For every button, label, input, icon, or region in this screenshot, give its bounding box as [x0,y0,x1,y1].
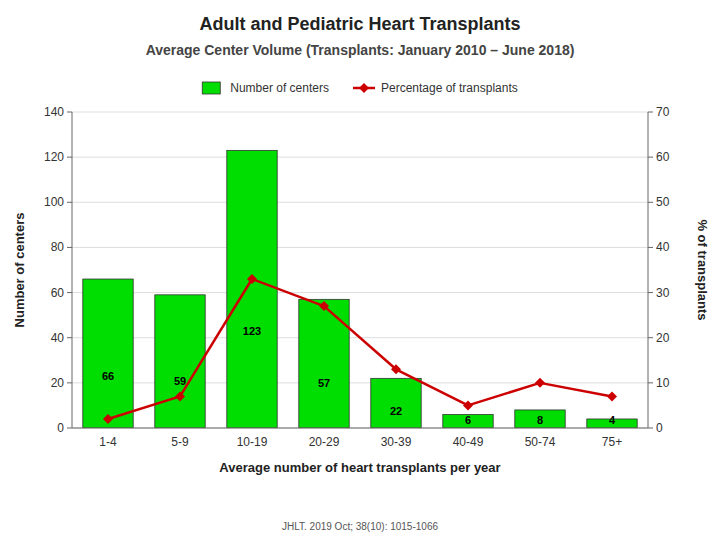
bar [515,410,565,428]
y2-tick [648,382,653,383]
y2-tick [648,202,653,203]
y-tick [67,157,72,158]
legend-item: Number of centers [202,81,329,95]
y-tick [67,337,72,338]
y2-tick-label: 70 [656,105,670,119]
marks [83,150,637,428]
y-axis [72,112,73,428]
marker [175,391,185,401]
y2-tick-label: 30 [656,286,670,300]
bar [299,299,349,428]
marker [319,301,329,311]
marker [607,391,617,401]
x-axis-label: Average number of heart transplants per … [219,460,500,475]
data-label: 4 [609,414,616,426]
y-tick [67,292,72,293]
y-tick [67,382,72,383]
y2-tick-label: 10 [656,376,670,390]
data-label: 123 [243,325,261,337]
grid-line [72,428,648,429]
subtitle: Average Center Volume (Transplants: Janu… [146,42,575,58]
grid-line [72,247,648,248]
grid-line [72,157,648,158]
grid-line [72,292,648,293]
y2-tick [648,428,653,429]
y2-tick-label: 40 [656,240,670,254]
y-tick [67,247,72,248]
x-tick-label: 30-39 [381,435,412,449]
y-tick-label: 80 [51,240,65,254]
data-label: 8 [537,414,543,426]
line [108,279,612,419]
y-tick-label: 20 [51,376,65,390]
marker [247,274,257,284]
bar [227,150,277,428]
data-label: 66 [102,370,114,382]
y2-axis [648,112,649,428]
data-label: 57 [318,377,330,389]
y2-tick [648,157,653,158]
y-tick-label: 100 [44,195,64,209]
y2-tick-label: 50 [656,195,670,209]
legend-label: Number of centers [230,81,329,95]
y-tick-label: 60 [51,286,65,300]
data-label: 6 [465,414,471,426]
data-label: 22 [390,405,402,417]
y2-tick [648,247,653,248]
y-tick-label: 140 [44,105,64,119]
y2-tick [648,292,653,293]
x-tick-label: 40-49 [453,435,484,449]
legend-swatch [202,82,220,94]
x-tick-label: 5-9 [171,435,189,449]
bar [371,378,421,428]
x-tick-label: 1-4 [99,435,117,449]
legend-marker [359,83,369,93]
marker [103,414,113,424]
x-axis [72,428,648,429]
title: Adult and Pediatric Heart Transplants [199,14,520,34]
y2-axis-label: % of transplants [695,219,710,320]
grid-line [72,112,648,113]
grid-line [72,202,648,203]
x-tick-label: 10-19 [237,435,268,449]
marker [535,378,545,388]
data-labels: 66 59 123 57 22 6 8 4 [102,325,616,426]
y2-tick-label: 0 [656,421,663,435]
y2-tick [648,112,653,113]
y-tick [67,428,72,429]
bar [155,295,205,428]
x-tick-label: 50-74 [525,435,556,449]
x-tick-label: 75+ [602,435,622,449]
y-tick-label: 40 [51,331,65,345]
grid [72,112,648,428]
y2-tick [648,337,653,338]
annotation: JHLT. 2019 Oct; 38(10): 1015-1066 [282,521,438,532]
chart: Adult and Pediatric Heart Transplants Ave… [0,0,720,540]
y-axis-label: Number of centers [12,213,27,328]
legend-label: Percentage of transplants [381,81,518,95]
bar [443,414,493,428]
bar [83,279,133,428]
marker [391,364,401,374]
marker [463,400,473,410]
y-tick [67,112,72,113]
y-tick-label: 120 [44,150,64,164]
y-tick [67,202,72,203]
data-label: 59 [174,375,186,387]
y2-tick-label: 60 [656,150,670,164]
x-tick-label: 20-29 [309,435,340,449]
y-tick-label: 0 [57,421,64,435]
y2-tick-label: 20 [656,331,670,345]
legend-item: Percentage of transplants [353,81,518,95]
legend: Number of centers Percentage of transplan… [202,81,517,95]
